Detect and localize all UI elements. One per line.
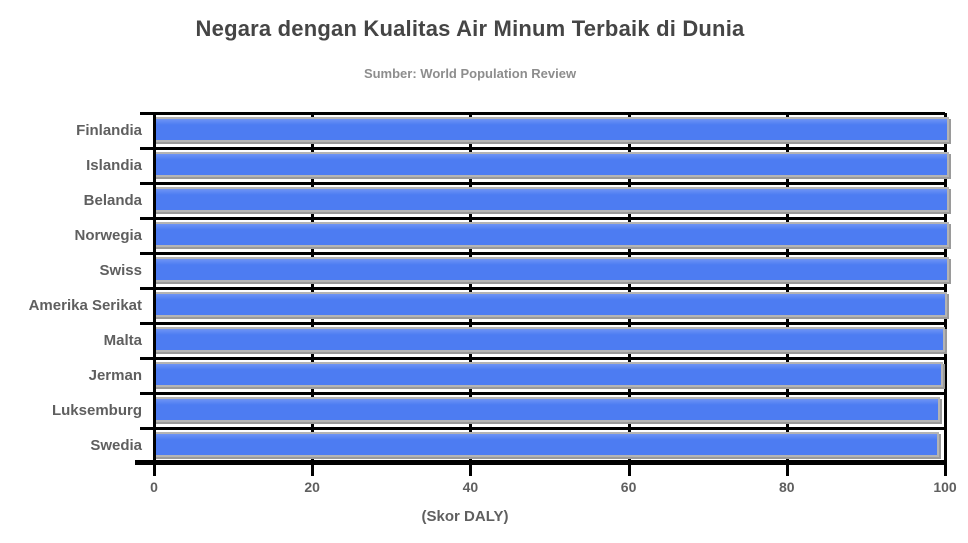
x-tick-mark-100	[944, 463, 947, 476]
x-tick-label-40: 40	[462, 479, 479, 495]
x-tick-mark-80	[785, 463, 789, 476]
y-label-finlandia: Finlandia	[76, 122, 142, 139]
category-boundary-line	[140, 252, 945, 255]
x-tick-label-80: 80	[779, 479, 795, 495]
bar-norwegia	[154, 222, 949, 247]
category-boundary-line	[140, 392, 945, 395]
y-label-norwegia: Norwegia	[74, 227, 142, 244]
plot-area	[135, 112, 949, 476]
x-axis-line	[135, 460, 947, 465]
category-boundary-line	[140, 147, 945, 150]
bar-finlandia	[154, 117, 949, 142]
x-tick-label-100: 100	[933, 479, 957, 495]
chart-title: Negara dengan Kualitas Air Minum Terbaik…	[195, 16, 745, 41]
category-boundary-line	[140, 287, 945, 290]
category-boundary-line	[140, 427, 945, 430]
y-label-jerman: Jerman	[88, 367, 142, 384]
x-tick-label-20: 20	[304, 479, 320, 495]
x-tick-label-60: 60	[620, 479, 637, 495]
bar-malta	[154, 327, 946, 352]
category-boundary-line	[140, 182, 945, 185]
y-axis-line	[153, 113, 156, 463]
y-label-malta: Malta	[103, 332, 142, 349]
y-label-amerika-serikat: Amerika Serikat	[28, 297, 142, 314]
x-axis-title: (Skor DALY)	[421, 508, 509, 525]
bar-luksemburg	[154, 397, 941, 422]
y-label-luksemburg: Luksemburg	[51, 402, 142, 419]
category-boundary-line	[140, 217, 945, 220]
chart-subtitle: Sumber: World Population Review	[363, 66, 577, 81]
y-label-swedia: Swedia	[90, 437, 142, 454]
x-tick-mark-20	[311, 463, 315, 476]
y-label-islandia: Islandia	[86, 157, 142, 174]
category-boundary-line	[140, 322, 945, 325]
category-boundary-line	[140, 357, 945, 360]
x-tick-mark-0	[153, 463, 156, 476]
bar-belanda	[154, 187, 949, 212]
bar-swedia	[154, 432, 939, 457]
y-label-belanda: Belanda	[83, 192, 142, 209]
bar-swiss	[154, 257, 949, 282]
x-tick-mark-40	[469, 463, 473, 476]
category-boundary-line	[140, 112, 945, 115]
bar-amerika-serikat	[154, 292, 948, 317]
bar-jerman	[154, 362, 944, 387]
y-label-swiss: Swiss	[99, 262, 142, 279]
x-tick-mark-60	[627, 463, 631, 476]
bar-islandia	[154, 152, 949, 177]
gridline-x-100	[944, 113, 947, 463]
x-tick-label-0: 0	[150, 479, 158, 495]
